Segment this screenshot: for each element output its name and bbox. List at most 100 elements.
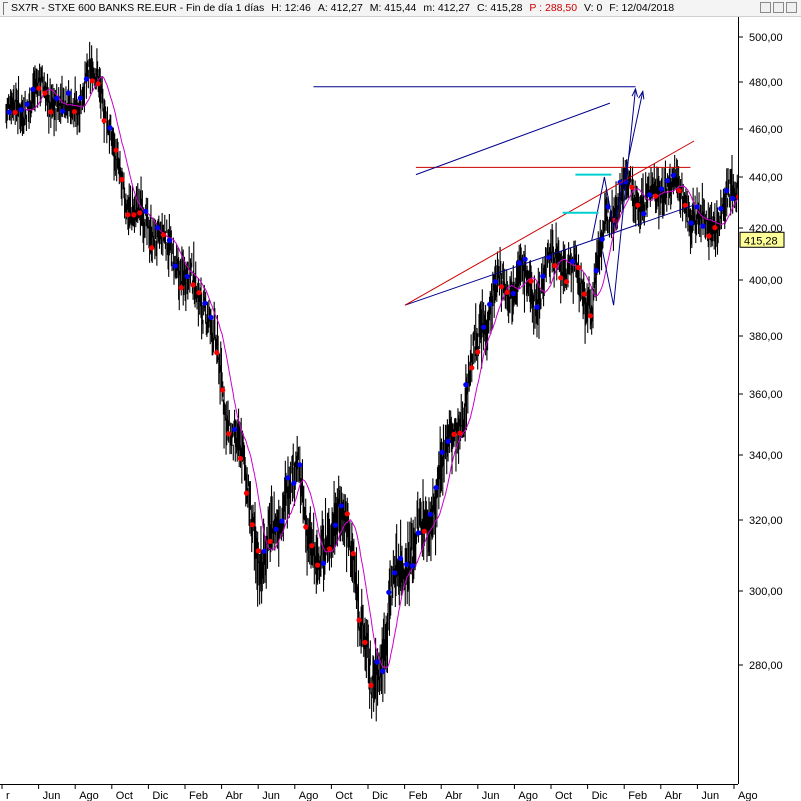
- buy-signal-dot: [285, 475, 291, 481]
- buy-signal-dot: [415, 530, 421, 536]
- buy-signal-dot: [694, 204, 700, 210]
- sell-signal-dot: [119, 176, 125, 183]
- buy-signal-dot: [647, 192, 653, 198]
- sell-signal-dot: [475, 349, 481, 355]
- buy-signal-dot: [320, 560, 327, 566]
- sell-signal-dot: [243, 490, 250, 496]
- y-tick-label: 440,00: [749, 172, 783, 184]
- sell-signal-dot: [315, 562, 321, 568]
- x-tick-label: Dic: [372, 790, 388, 801]
- buy-signal-dot: [6, 109, 12, 115]
- x-tick-label: Ago: [738, 790, 758, 801]
- sell-signal-dot: [255, 548, 261, 554]
- buy-signal-dot: [166, 237, 172, 243]
- x-tick-label: Jun: [482, 790, 500, 801]
- sell-signal-dot: [706, 233, 712, 239]
- chart-header: SX7R - STXE 600 BANKS RE.EUR - Fin de dí…: [0, 0, 801, 17]
- moving-average-layer: [24, 76, 738, 669]
- buy-signal-dot: [338, 503, 344, 509]
- buy-signal-dot: [77, 95, 83, 101]
- buy-signal-dot: [658, 186, 665, 192]
- sell-signal-dot: [237, 455, 244, 462]
- sell-signal-dot: [344, 511, 350, 517]
- sell-signal-dot: [552, 263, 558, 269]
- y-tick-label: 400,00: [749, 275, 783, 287]
- sell-signal-dot: [160, 232, 167, 238]
- buy-signal-dot: [208, 314, 214, 320]
- x-tick-label: Feb: [189, 790, 208, 801]
- y-tick-label: 460,00: [749, 124, 783, 136]
- sell-signal-dot: [89, 78, 95, 84]
- sell-signal-dot: [736, 194, 738, 200]
- buy-signal-dot: [540, 273, 546, 279]
- buy-signal-dot: [670, 172, 677, 178]
- buy-signal-dot: [492, 279, 499, 285]
- sell-signal-dot: [220, 387, 226, 393]
- buy-signal-dot: [409, 563, 416, 569]
- buy-signal-dot: [593, 268, 599, 274]
- header-high: H: 12:46: [271, 2, 311, 14]
- x-tick-label: Jun: [43, 790, 61, 801]
- sell-signal-dot: [350, 551, 356, 557]
- buy-signal-dot: [522, 256, 528, 262]
- x-tick-label: r: [6, 790, 10, 801]
- x-tick-label: Abr: [226, 790, 243, 801]
- sell-signal-dot: [178, 285, 184, 291]
- header-date: F: 12/04/2018: [609, 2, 675, 14]
- buy-signal-dot: [688, 220, 694, 226]
- close-button[interactable]: [786, 2, 797, 13]
- sell-signal-dot: [676, 188, 682, 194]
- header-min: m: 412,27: [423, 2, 471, 14]
- trendline-layer: [313, 86, 695, 306]
- sell-signal-dot: [42, 90, 48, 96]
- buy-signal-dot: [463, 382, 469, 388]
- buy-signal-dot: [184, 273, 190, 280]
- last-price-box: [739, 231, 785, 248]
- x-tick-label: Ago: [518, 790, 538, 801]
- buy-signal-dot: [172, 263, 178, 269]
- sell-signal-dot: [451, 431, 457, 437]
- buy-signal-dot: [392, 570, 398, 576]
- maximize-button[interactable]: [773, 2, 784, 13]
- minimize-button[interactable]: [760, 2, 771, 13]
- sell-signal-dot: [421, 528, 427, 534]
- y-tick-label: 280,00: [749, 660, 783, 672]
- buy-signal-dot: [261, 548, 267, 554]
- sell-signal-dot: [581, 291, 588, 297]
- projection-arrow[interactable]: [591, 91, 644, 242]
- channel-trendline[interactable]: [404, 204, 695, 306]
- sell-signal-dot: [653, 193, 659, 199]
- sell-signal-dot: [125, 212, 131, 218]
- buy-signal-dot: [404, 561, 410, 568]
- sell-signal-dot: [214, 350, 220, 356]
- sell-signal-dot: [113, 147, 119, 153]
- sell-signal-dot: [528, 278, 534, 284]
- buy-signal-dot: [481, 324, 487, 330]
- buy-signal-dot: [83, 76, 89, 82]
- x-tick-label: Dic: [152, 790, 168, 801]
- header-close: C: 415,28: [476, 2, 523, 14]
- x-tick-label: Oct: [555, 790, 572, 801]
- sell-signal-dot: [309, 543, 315, 549]
- sell-signal-dot: [564, 279, 570, 285]
- sell-signal-dot: [226, 431, 232, 437]
- time-axis: r Jun Ago Oct Dic Feb Abr Jun Ago Oct Dic Feb Abr Jun…: [0, 784, 758, 801]
- x-tick-label: Oct: [116, 790, 133, 801]
- channel-trendline[interactable]: [415, 102, 611, 176]
- symbol-title: SX7R - STXE 600 BANKS RE.EUR - Fin de dí…: [11, 2, 265, 14]
- buy-signal-dot: [730, 195, 736, 201]
- price-chart[interactable]: [0, 17, 738, 784]
- price-bars-layer: [5, 41, 738, 722]
- buy-signal-dot: [386, 589, 392, 595]
- buy-signal-dot: [718, 206, 724, 212]
- buy-signal-dot: [107, 125, 113, 131]
- arrow-head: [638, 89, 645, 100]
- sell-signal-dot: [71, 109, 78, 115]
- red-trendline[interactable]: [404, 140, 695, 306]
- buy-signal-dot: [427, 511, 433, 517]
- buy-signal-dot: [374, 659, 380, 665]
- chart-header-corner-icon: [3, 1, 8, 15]
- sell-signal-dot: [95, 81, 101, 87]
- moving-average-line: [24, 76, 738, 669]
- sell-signal-dot: [469, 365, 475, 371]
